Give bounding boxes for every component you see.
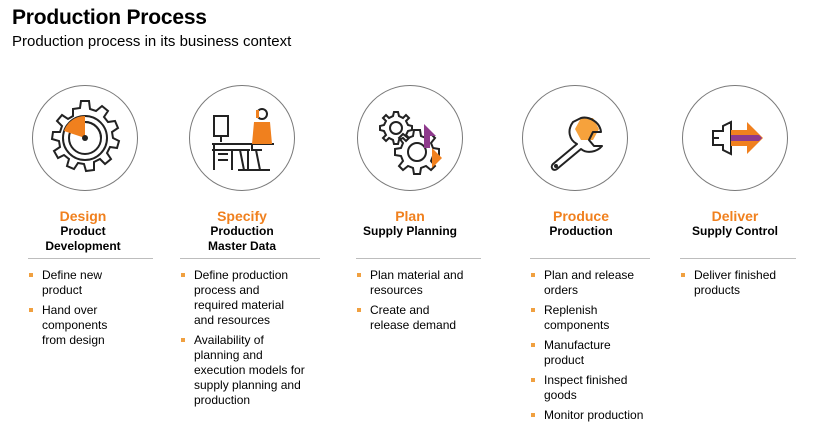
stage-design: Design Product Development Define new pr… <box>0 0 170 431</box>
stage-deliver-subtitle: Supply Control <box>692 224 778 238</box>
page-title: Production Process <box>12 6 207 29</box>
stage-specify-circle <box>189 85 295 191</box>
stage-produce-circle <box>522 85 628 191</box>
stage-produce: Produce Production Plan and release orde… <box>510 0 680 431</box>
plan-gears-icon <box>379 111 442 175</box>
stage-specify-bullets: Define production process and required m… <box>180 268 338 413</box>
stage-design-divider <box>28 258 153 259</box>
stage-plan-label: Plan <box>395 208 425 224</box>
stage-deliver-divider <box>680 258 796 259</box>
bullet-item: Define new product <box>28 268 163 298</box>
stage-produce-divider <box>530 258 650 259</box>
bullet-item: Create and release demand <box>356 303 506 333</box>
design-gear-icon <box>50 100 121 173</box>
bullet-item: Deliver finished products <box>680 268 815 298</box>
bullet-item: Plan and release orders <box>530 268 680 298</box>
stage-design-label: Design <box>59 208 107 224</box>
stage-plan-circle <box>357 85 463 191</box>
stage-deliver-circle <box>682 85 788 191</box>
stage-specify-subtitle: Production Master Data <box>207 224 277 253</box>
stage-produce-label: Produce <box>552 208 609 224</box>
stage-deliver: Deliver Supply Control Deliver finished … <box>680 0 824 431</box>
stage-deliver-label: Deliver <box>711 208 759 224</box>
stage-plan-bullets: Plan material and resources Create and r… <box>356 268 506 338</box>
bullet-item: Manufacture product <box>530 338 680 368</box>
stage-produce-subtitle: Production <box>549 224 613 238</box>
page-subtitle: Production process in its business conte… <box>12 33 292 50</box>
bullet-item: Hand over components from design <box>28 303 163 348</box>
stage-plan-divider <box>356 258 481 259</box>
stage-deliver-bullets: Deliver finished products <box>680 268 815 303</box>
stage-specify-divider <box>180 258 320 259</box>
bullet-item: Inspect finished goods <box>530 373 680 403</box>
bullet-item: Define production process and required m… <box>180 268 338 328</box>
stage-specify-label: Specify <box>217 208 267 224</box>
bullet-item: Monitor production <box>530 408 680 423</box>
stage-specify: Specify Production Master Data Define pr… <box>170 0 340 431</box>
stage-plan-subtitle: Supply Planning <box>362 224 457 238</box>
stage-design-bullets: Define new product Hand over components … <box>28 268 163 353</box>
stage-plan: Plan Supply Planning Plan material and r… <box>340 0 510 431</box>
bullet-item: Plan material and resources <box>356 268 506 298</box>
bullet-item: Availability of planning and execution m… <box>180 333 338 408</box>
stage-design-subtitle: Product Development <box>45 224 121 253</box>
bullet-item: Replenish components <box>530 303 680 333</box>
stage-produce-bullets: Plan and release orders Replenish compon… <box>530 268 680 428</box>
stage-design-circle <box>32 85 138 191</box>
deliver-arrow-icon <box>712 120 763 156</box>
specify-desk-worker-icon <box>212 108 274 171</box>
produce-wrench-icon <box>550 116 603 171</box>
